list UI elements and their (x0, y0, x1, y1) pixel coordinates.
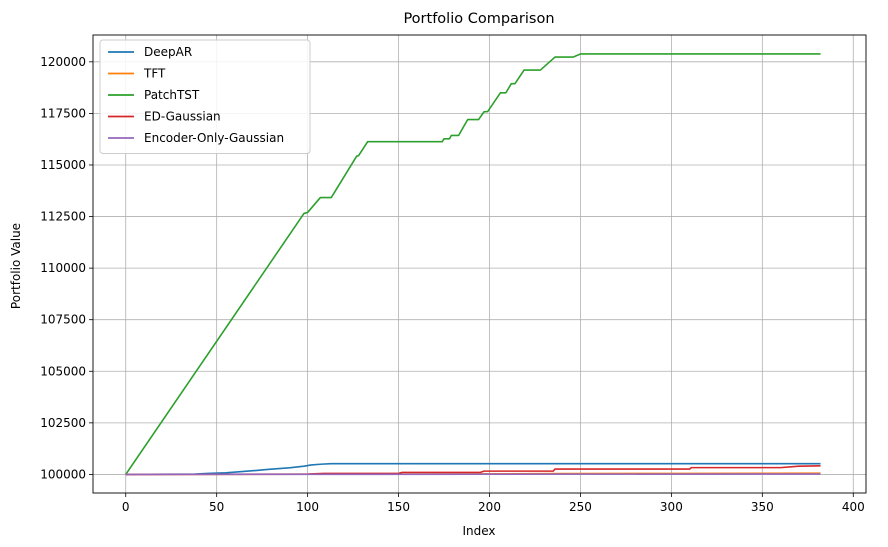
y-axis-label: Portfolio Value (9, 223, 23, 309)
x-axis-label: Index (462, 524, 495, 538)
chart-title: Portfolio Comparison (403, 11, 554, 27)
y-tick-label: 102500 (40, 416, 86, 430)
legend-label: Encoder-Only-Gaussian (144, 131, 284, 145)
x-tick-label: 50 (209, 500, 224, 514)
x-tick-label: 0 (122, 500, 130, 514)
axes-frame (92, 34, 867, 494)
x-tick-label: 200 (478, 500, 501, 514)
y-tick-label: 117500 (40, 106, 86, 120)
y-tick-label: 105000 (40, 364, 86, 378)
y-tick-label: 100000 (40, 467, 86, 481)
legend: DeepAR TFT PatchTST ED-Gaussian Encoder-Only… (99, 39, 311, 154)
legend-label: DeepAR (144, 45, 192, 59)
x-tick-label: 350 (751, 500, 774, 514)
x-tick-label: 300 (660, 500, 683, 514)
legend-label: PatchTST (144, 88, 200, 102)
legend-label: ED-Gaussian (144, 110, 221, 124)
y-tick-label: 120000 (40, 55, 86, 69)
x-tick-label: 400 (842, 500, 865, 514)
y-tick-label: 115000 (40, 158, 86, 172)
series-line-ed-gaussian (125, 464, 821, 476)
x-tick-label: 150 (387, 500, 410, 514)
y-tick-label: 110000 (40, 261, 86, 275)
y-tick-label: 112500 (40, 210, 86, 224)
series-line-patchtst (125, 53, 821, 475)
legend-box (99, 39, 311, 154)
x-tick-label: 100 (296, 500, 319, 514)
series-line-deepar (125, 462, 821, 476)
x-tick-label: 250 (569, 500, 592, 514)
legend-label: TFT (143, 67, 166, 81)
y-tick-label: 107500 (40, 313, 86, 327)
